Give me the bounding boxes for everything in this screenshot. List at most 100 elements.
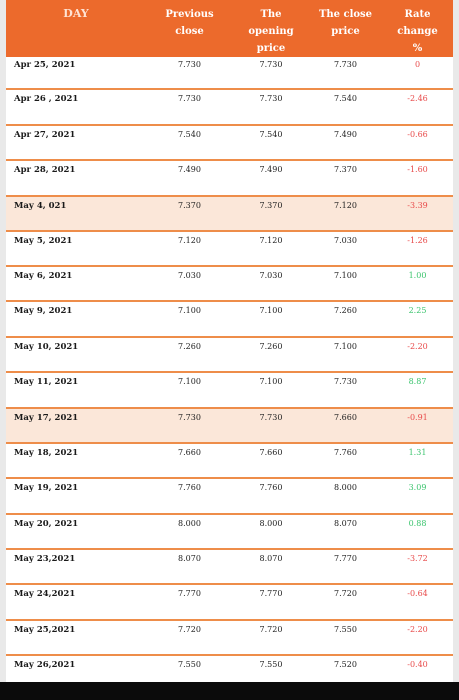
table-row: May 23,2021 8.070 8.070 7.770 -3.72 xyxy=(6,548,453,583)
row-previous-close: 7.660 xyxy=(178,448,201,457)
table-row: May 25,2021 7.720 7.720 7.550 -2.20 xyxy=(6,619,453,654)
row-close-price: 7.490 xyxy=(334,130,357,139)
row-close-price: 7.730 xyxy=(334,377,357,386)
row-previous-close: 7.030 xyxy=(178,271,201,280)
row-day: May 24,2021 xyxy=(14,589,76,599)
row-previous-close: 7.720 xyxy=(178,625,201,634)
table-row: Apr 28, 2021 7.490 7.490 7.370 -1.60 xyxy=(6,159,453,194)
row-previous-close: 7.260 xyxy=(178,342,201,351)
row-previous-close: 7.120 xyxy=(178,236,201,245)
row-day: May 25,2021 xyxy=(14,625,76,635)
row-day: May 5, 2021 xyxy=(14,236,73,246)
row-day: May 23,2021 xyxy=(14,554,76,564)
row-close-price: 7.770 xyxy=(334,554,357,563)
table-row: May 19, 2021 7.760 7.760 8.000 3.09 xyxy=(6,477,453,512)
row-close-price: 7.100 xyxy=(334,342,357,351)
table-row: Apr 27, 2021 7.540 7.540 7.490 -0.66 xyxy=(6,124,453,159)
row-previous-close: 7.770 xyxy=(178,589,201,598)
row-day: Apr 26 , 2021 xyxy=(14,94,79,104)
row-previous-close: 8.070 xyxy=(178,554,201,563)
row-opening-price: 7.730 xyxy=(259,413,283,422)
row-day: Apr 27, 2021 xyxy=(14,130,76,140)
table-row: May 10, 2021 7.260 7.260 7.100 -2.20 xyxy=(6,336,453,371)
row-rate-change: -0.66 xyxy=(407,130,428,139)
row-opening-price: 7.030 xyxy=(259,271,283,280)
row-opening-price: 7.730 xyxy=(259,94,283,103)
row-opening-price: 7.770 xyxy=(259,589,283,598)
row-opening-price: 7.370 xyxy=(259,201,283,210)
row-previous-close: 7.730 xyxy=(178,413,201,422)
row-rate-change: -2.20 xyxy=(407,342,428,351)
table-row: Apr 26 , 2021 7.730 7.730 7.540 -2.46 xyxy=(6,88,453,123)
row-previous-close: 7.730 xyxy=(178,94,201,103)
row-rate-change: -0.64 xyxy=(407,589,428,598)
left-edge xyxy=(0,0,6,700)
row-opening-price: 8.000 xyxy=(259,519,283,528)
header-rate-change: Rate change % xyxy=(397,9,438,54)
row-previous-close: 7.490 xyxy=(178,165,201,174)
row-day: Apr 28, 2021 xyxy=(14,165,76,175)
row-close-price: 8.070 xyxy=(334,519,357,528)
row-close-price: 7.260 xyxy=(334,306,357,315)
row-previous-close: 7.540 xyxy=(178,130,201,139)
row-rate-change: 1.31 xyxy=(408,448,427,457)
row-day: May 10, 2021 xyxy=(14,342,79,352)
row-opening-price: 7.100 xyxy=(259,306,283,315)
row-previous-close: 7.370 xyxy=(178,201,201,210)
bottom-bar xyxy=(0,682,459,700)
row-day: May 6, 2021 xyxy=(14,271,73,281)
row-day: May 18, 2021 xyxy=(14,448,79,458)
row-opening-price: 7.120 xyxy=(259,236,283,245)
row-close-price: 7.720 xyxy=(334,589,357,598)
row-rate-change: -3.39 xyxy=(407,201,428,210)
row-close-price: 7.520 xyxy=(334,660,357,669)
row-opening-price: 7.100 xyxy=(259,377,283,386)
header-day: DAY xyxy=(63,7,89,20)
row-rate-change: 2.25 xyxy=(408,306,427,315)
table-row: May 24,2021 7.770 7.770 7.720 -0.64 xyxy=(6,583,453,618)
row-previous-close: 7.100 xyxy=(178,306,201,315)
row-close-price: 8.000 xyxy=(334,483,357,492)
row-rate-change: 0 xyxy=(414,60,421,69)
row-opening-price: 7.660 xyxy=(259,448,283,457)
row-close-price: 7.100 xyxy=(334,271,357,280)
row-close-price: 7.370 xyxy=(334,165,357,174)
row-opening-price: 7.720 xyxy=(259,625,283,634)
row-opening-price: 8.070 xyxy=(259,554,283,563)
row-day: May 19, 2021 xyxy=(14,483,79,493)
row-rate-change: -0.91 xyxy=(407,413,428,422)
row-rate-change: 8.87 xyxy=(408,377,427,386)
row-opening-price: 7.490 xyxy=(259,165,283,174)
row-previous-close: 7.550 xyxy=(178,660,201,669)
table-row: May 17, 2021 7.730 7.730 7.660 -0.91 xyxy=(6,407,453,442)
row-previous-close: 8.000 xyxy=(178,519,201,528)
row-opening-price: 7.760 xyxy=(259,483,283,492)
row-opening-price: 7.730 xyxy=(259,60,283,69)
row-previous-close: 7.100 xyxy=(178,377,201,386)
row-close-price: 7.540 xyxy=(334,94,357,103)
row-close-price: 7.760 xyxy=(334,448,357,457)
table-row: May 6, 2021 7.030 7.030 7.100 1.00 xyxy=(6,265,453,300)
row-day: May 17, 2021 xyxy=(14,413,79,423)
right-edge xyxy=(453,0,459,700)
table-row: May 5, 2021 7.120 7.120 7.030 -1.26 xyxy=(6,230,453,265)
header-previous-close: Previous close xyxy=(165,9,214,37)
row-rate-change: -1.60 xyxy=(407,165,428,174)
row-rate-change: -3.72 xyxy=(407,554,428,563)
row-rate-change: -1.26 xyxy=(407,236,428,245)
row-rate-change: 3.09 xyxy=(408,483,427,492)
row-day: May 26,2021 xyxy=(14,660,76,670)
row-rate-change: -0.40 xyxy=(407,660,428,669)
row-day: Apr 25, 2021 xyxy=(14,60,76,70)
table-row: May 4, 021 7.370 7.370 7.120 -3.39 xyxy=(6,195,453,230)
table-header: DAY Previous close The opening price The… xyxy=(6,0,453,57)
row-previous-close: 7.760 xyxy=(178,483,201,492)
row-opening-price: 7.260 xyxy=(259,342,283,351)
header-close-price: The close price xyxy=(318,9,373,37)
row-opening-price: 7.550 xyxy=(259,660,283,669)
header-opening-price: The opening price xyxy=(248,9,294,54)
table-row: May 20, 2021 8.000 8.000 8.070 0.88 xyxy=(6,513,453,548)
row-close-price: 7.730 xyxy=(334,60,357,69)
table-row: May 9, 2021 7.100 7.100 7.260 2.25 xyxy=(6,300,453,335)
